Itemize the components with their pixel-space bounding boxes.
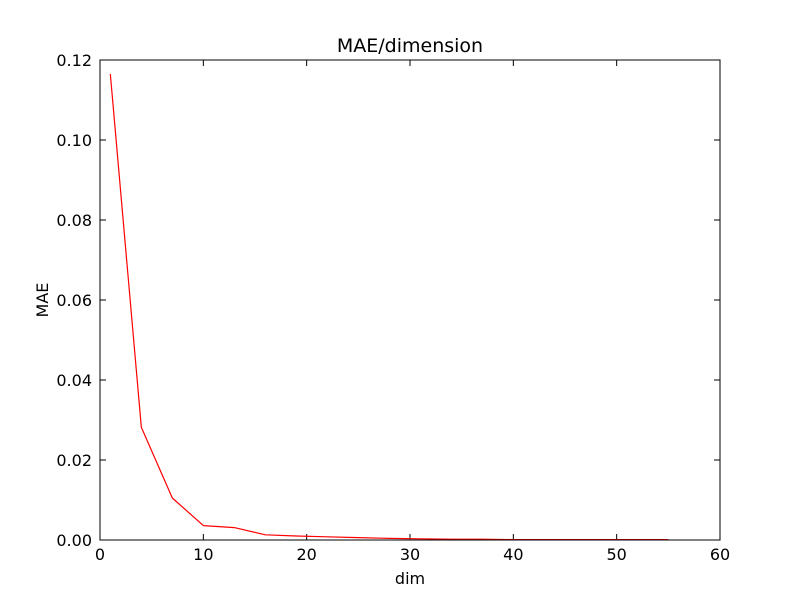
x-tick-label: 20 xyxy=(296,545,316,564)
data-point xyxy=(358,537,359,538)
data-point xyxy=(234,527,235,528)
x-tick-label: 30 xyxy=(400,545,420,564)
chart-title: MAE/dimension xyxy=(337,35,483,57)
x-axis-label: dim xyxy=(395,569,425,588)
data-point xyxy=(420,538,421,539)
plot-frame xyxy=(99,59,721,541)
y-tick-label: 0.08 xyxy=(56,211,92,230)
x-tick-label: 60 xyxy=(710,545,730,564)
ticks-layer: 0 10 20 30 40 50 60 0.00 0.02 0.04 0.06 0.08 0.10 0.1… xyxy=(56,51,730,564)
x-tick-label: 10 xyxy=(193,545,213,564)
y-tick-label: 0.06 xyxy=(56,291,92,310)
x-tick-label: 0 xyxy=(95,545,105,564)
data-point xyxy=(203,525,204,526)
y-tick-label: 0.04 xyxy=(56,371,92,390)
data-point xyxy=(389,538,390,539)
y-tick-label: 0.12 xyxy=(56,51,92,70)
data-point xyxy=(110,73,111,74)
data-point xyxy=(265,534,266,535)
y-tick-label: 0.10 xyxy=(56,131,92,150)
x-tick-label: 50 xyxy=(606,545,626,564)
x-tick-label: 40 xyxy=(503,545,523,564)
data-point xyxy=(327,536,328,537)
data-point xyxy=(296,535,297,536)
data-point xyxy=(141,427,142,428)
y-axis-label: MAE xyxy=(33,283,52,318)
data-point xyxy=(172,497,173,498)
y-tick-label: 0.00 xyxy=(56,531,92,550)
y-tick-label: 0.02 xyxy=(56,451,92,470)
